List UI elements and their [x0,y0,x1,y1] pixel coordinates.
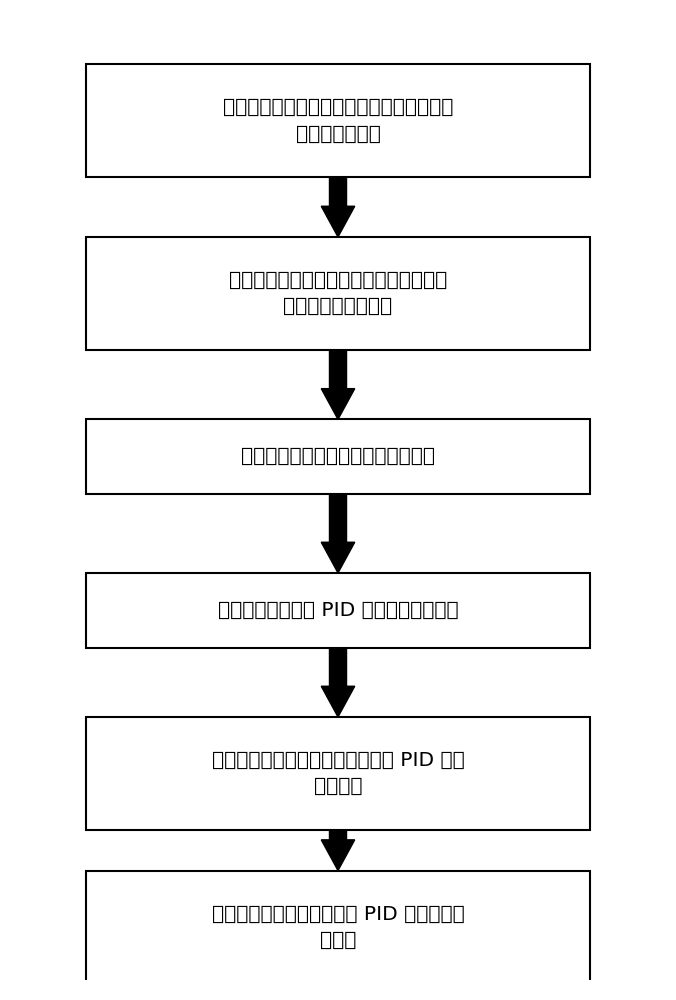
FancyBboxPatch shape [85,717,591,830]
FancyBboxPatch shape [85,871,591,984]
Text: 选取一组参数作为广域时滞 PID 阻尼控制器
的参数: 选取一组参数作为广域时滞 PID 阻尼控制器 的参数 [212,904,464,950]
Polygon shape [321,494,355,573]
Text: 确定电力系统低频振荡模式，从中筛选出区
间低频振荡模式: 确定电力系统低频振荡模式，从中筛选出区 间低频振荡模式 [223,98,453,144]
Polygon shape [321,177,355,237]
Text: 设计电力系统时滞 PID 阻尼控制器的结构: 设计电力系统时滞 PID 阻尼控制器的结构 [218,601,458,620]
Polygon shape [321,830,355,871]
Polygon shape [321,648,355,717]
Text: 筛选针对区间低频振荡的广域反馈控制信
号和阻尼控制执行器: 筛选针对区间低频振荡的广域反馈控制信 号和阻尼控制执行器 [229,271,447,316]
Polygon shape [321,350,355,419]
FancyBboxPatch shape [85,64,591,177]
Text: 建立电力系统的线性化传递函数模型: 建立电力系统的线性化传递函数模型 [241,447,435,466]
FancyBboxPatch shape [85,237,591,350]
FancyBboxPatch shape [85,419,591,494]
Text: 计算能够确保电力系统稳定运行的 PID 参数
分布范围: 计算能够确保电力系统稳定运行的 PID 参数 分布范围 [212,751,464,796]
FancyBboxPatch shape [85,573,591,648]
